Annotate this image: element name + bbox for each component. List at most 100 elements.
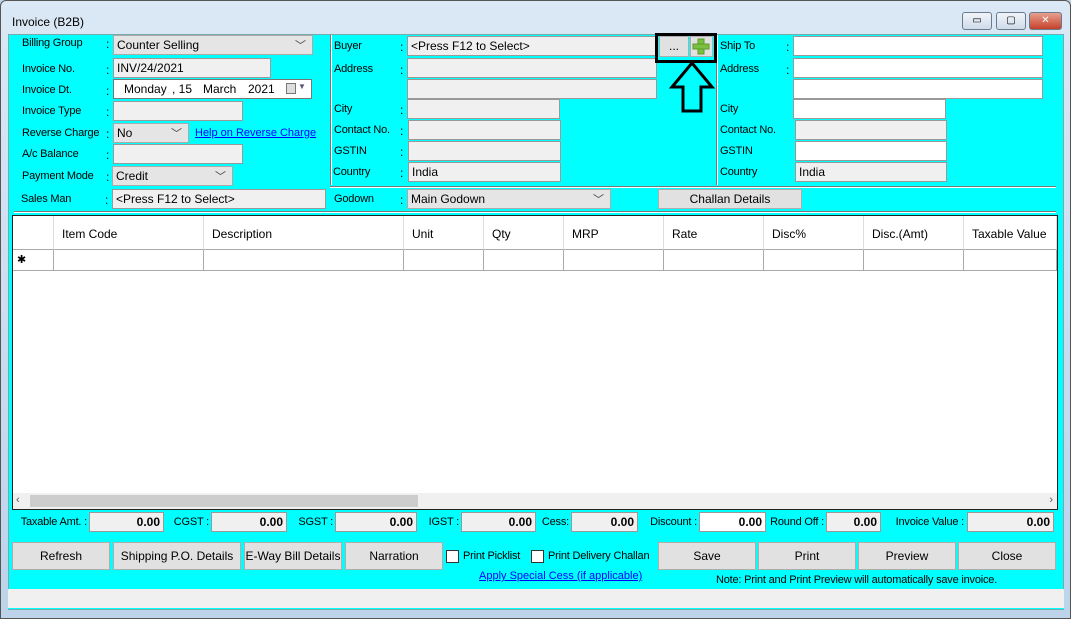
divider — [330, 186, 1056, 187]
highlight-box — [655, 33, 717, 63]
ship-city-input[interactable] — [793, 99, 946, 119]
colon: : — [106, 84, 110, 98]
ship-gstin-label: GSTIN — [720, 145, 753, 157]
shipping-po-details-button[interactable]: Shipping P.O. Details — [113, 542, 241, 570]
godown-select[interactable]: Main Godown ﹀ — [407, 189, 611, 209]
invoice-type-input[interactable] — [113, 101, 243, 121]
apply-special-cess-link[interactable]: Apply Special Cess (if applicable) — [479, 570, 643, 582]
preview-button[interactable]: Preview — [858, 542, 956, 570]
column-header[interactable]: Rate — [664, 216, 764, 250]
grid-cell[interactable] — [484, 250, 564, 271]
buyer-country-input[interactable]: India — [408, 162, 561, 182]
buyer-label: Buyer — [334, 40, 362, 52]
ship-gstin-input[interactable] — [795, 141, 947, 161]
horizontal-scrollbar[interactable]: ‹ › — [13, 493, 1057, 509]
scroll-right-icon[interactable]: › — [1049, 494, 1053, 506]
buyer-address-line1[interactable] — [407, 58, 657, 78]
billing-group-label: Billing Group — [22, 37, 83, 49]
add-buyer-button[interactable] — [690, 36, 713, 57]
discount-label: Discount : — [650, 516, 697, 528]
close-window-button[interactable]: ✕ — [1029, 12, 1062, 30]
buyer-city-input[interactable] — [407, 99, 560, 119]
column-header[interactable]: Taxable Value — [964, 216, 1057, 250]
column-header[interactable]: Unit — [404, 216, 484, 250]
minimize-button[interactable]: ▭ — [962, 12, 992, 30]
browse-buyer-button[interactable]: ... — [659, 36, 689, 57]
column-header[interactable]: Disc.(Amt) — [864, 216, 964, 250]
invoice-dt-label: Invoice Dt. — [22, 84, 72, 96]
window-title: Invoice (B2B) — [12, 15, 85, 29]
refresh-button[interactable]: Refresh — [12, 542, 110, 570]
save-button[interactable]: Save — [658, 542, 756, 570]
column-header[interactable]: Qty — [484, 216, 564, 250]
print-delivery-challan-label: Print Delivery Challan — [548, 550, 650, 562]
invoice-date-picker[interactable]: Monday , 15 March 2021 ▼ — [113, 79, 312, 99]
print-picklist-checkbox[interactable] — [446, 550, 459, 563]
date-year: 2021 — [248, 82, 275, 96]
row-header-corner — [13, 216, 54, 250]
grid-cell[interactable] — [564, 250, 664, 271]
colon: : — [400, 124, 404, 138]
sales-man-input[interactable]: <Press F12 to Select> — [112, 189, 326, 209]
ship-contact-label: Contact No. — [720, 124, 776, 136]
print-delivery-challan-checkbox[interactable] — [531, 550, 544, 563]
close-button[interactable]: Close — [958, 542, 1056, 570]
scroll-left-icon[interactable]: ‹ — [16, 494, 20, 506]
colon: : — [400, 193, 404, 207]
colon: : — [400, 166, 404, 180]
ship-address-label: Address — [720, 63, 759, 75]
column-header[interactable]: Description — [204, 216, 404, 250]
divider — [716, 35, 717, 185]
colon: : — [106, 63, 110, 77]
ship-to-input[interactable] — [793, 36, 1043, 56]
calendar-icon[interactable] — [286, 83, 296, 94]
ship-country-input[interactable]: India — [795, 162, 947, 182]
grid-cell[interactable] — [204, 250, 404, 271]
buyer-contact-input[interactable] — [408, 120, 561, 140]
column-header[interactable]: Item Code — [54, 216, 204, 250]
buyer-city-label: City — [334, 103, 353, 115]
ship-contact-input[interactable] — [795, 120, 947, 140]
dropdown-arrow-icon[interactable]: ▼ — [298, 82, 306, 91]
scrollbar-thumb[interactable] — [30, 495, 418, 507]
taxable-label: Taxable Amt. : — [20, 516, 87, 528]
grid-cell[interactable] — [964, 250, 1057, 271]
grid-cell[interactable] — [664, 250, 764, 271]
narration-button[interactable]: Narration — [345, 542, 443, 570]
ship-address-line1[interactable] — [793, 58, 1043, 78]
colon: : — [400, 145, 404, 159]
reverse-charge-select[interactable]: No ﹀ — [113, 123, 189, 143]
challan-details-button[interactable]: Challan Details — [658, 189, 802, 209]
date-month: March — [203, 82, 237, 96]
ship-to-label: Ship To — [720, 40, 756, 52]
ship-address-line2[interactable] — [793, 79, 1043, 99]
invoice-type-label: Invoice Type — [22, 105, 82, 117]
buyer-input[interactable]: <Press F12 to Select> — [407, 36, 657, 56]
help-reverse-charge-link[interactable]: Help on Reverse Charge — [195, 127, 317, 139]
chevron-down-icon: ﹀ — [295, 40, 306, 52]
grid-cell[interactable] — [54, 250, 204, 271]
status-bar — [8, 589, 1064, 609]
buyer-address-line2[interactable] — [407, 79, 657, 99]
billing-group-select[interactable]: Counter Selling ﹀ — [113, 35, 313, 55]
column-header[interactable]: MRP — [564, 216, 664, 250]
column-header[interactable]: Disc% — [764, 216, 864, 250]
invoice-value-label: Invoice Value : — [895, 516, 965, 528]
discount-input[interactable]: 0.00 — [699, 512, 766, 532]
print-button[interactable]: Print — [758, 542, 856, 570]
godown-value: Main Godown — [411, 192, 486, 206]
grid-cell[interactable] — [864, 250, 964, 271]
invoice-no-input[interactable]: INV/24/2021 — [113, 58, 271, 78]
eway-bill-details-button[interactable]: E-Way Bill Details — [244, 542, 342, 570]
billing-group-value: Counter Selling — [117, 38, 200, 52]
grid-cell[interactable] — [764, 250, 864, 271]
reverse-charge-value: No — [117, 126, 133, 140]
buyer-gstin-input[interactable] — [408, 141, 561, 161]
grid-cell[interactable] — [404, 250, 484, 271]
maximize-button[interactable]: ▢ — [996, 12, 1026, 30]
payment-mode-select[interactable]: Credit ﹀ — [112, 166, 233, 186]
chevron-down-icon: ﹀ — [171, 128, 182, 140]
ac-balance-input[interactable] — [113, 144, 243, 164]
items-grid[interactable]: Item Code Description Unit Qty MRP Rate Disc% D… — [12, 215, 1058, 510]
chevron-down-icon: ﹀ — [215, 171, 226, 183]
